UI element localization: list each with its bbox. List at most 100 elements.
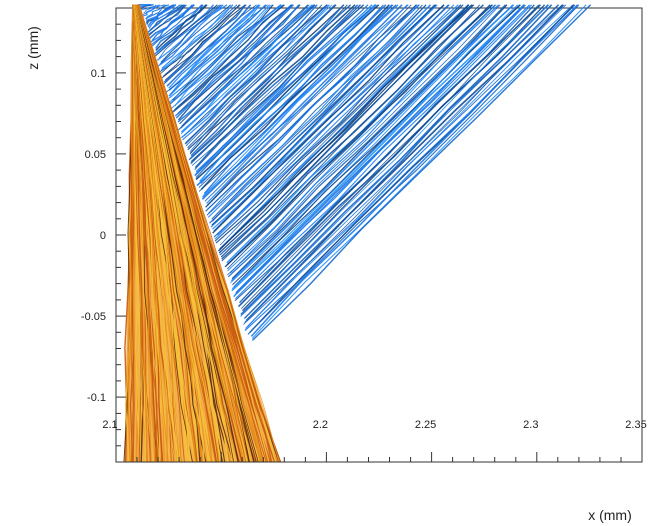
- blue-trajectory-line: [250, 4, 579, 337]
- blue-trajectory-line: [179, 4, 309, 125]
- blue-trajectory-line: [226, 4, 494, 266]
- blue-trajectory-line: [245, 4, 574, 329]
- blue-trajectory-line: [206, 4, 408, 204]
- blue-trajectory-line: [230, 4, 515, 282]
- blue-trajectory-line: [159, 4, 240, 75]
- blue-trajectory-line: [159, 4, 232, 65]
- blue-trajectory-line: [251, 4, 592, 341]
- blue-trajectory-line: [203, 4, 393, 194]
- blue-trajectory-line: [174, 4, 285, 111]
- blue-trajectory-line: [211, 4, 432, 222]
- blue-trajectory-line: [158, 4, 220, 59]
- y-tick-label: -0.05: [81, 311, 106, 323]
- y-tick-label: 0.1: [91, 68, 106, 80]
- blue-trajectory-line: [235, 4, 526, 294]
- blue-trajectory-line: [163, 4, 246, 83]
- blue-trajectory-line: [247, 4, 580, 335]
- blue-trajectory-line: [220, 4, 475, 258]
- blue-trajectory-line: [174, 4, 282, 107]
- blue-trajectory-line: [211, 4, 437, 226]
- blue-trajectory-line: [251, 4, 587, 339]
- blue-trajectory-line: [240, 4, 541, 306]
- blue-trajectory-line: [139, 4, 159, 12]
- blue-trajectory-line: [229, 4, 500, 274]
- blue-trajectory-line: [151, 4, 203, 45]
- blue-trajectory-line: [143, 4, 157, 14]
- blue-trajectory-line: [221, 4, 481, 262]
- blue-trajectory-line: [243, 4, 550, 313]
- blue-trajectory-line: [230, 4, 514, 284]
- blue-trajectory-line: [214, 4, 462, 242]
- blue-trajectory-line: [227, 4, 497, 272]
- blue-trajectory-line: [166, 4, 252, 87]
- blue-trajectory-line: [199, 4, 377, 182]
- blue-trajectory-line: [212, 4, 445, 234]
- blue-trajectory-line: [187, 4, 337, 151]
- blue-trajectory-line: [244, 4, 567, 323]
- x-tick-label: 2.2: [313, 419, 328, 431]
- blue-trajectory-line: [249, 4, 575, 333]
- orange-trajectory-line: [138, 4, 280, 463]
- blue-trajectory-line: [200, 4, 390, 191]
- blue-trajectory-line: [171, 4, 284, 109]
- y-axis-title: z (mm): [25, 26, 41, 70]
- blue-trajectory-line: [140, 4, 152, 10]
- blue-trajectory-line: [155, 4, 203, 49]
- blue-trajectory-line: [161, 4, 247, 79]
- y-tick-label: 0.05: [85, 149, 106, 161]
- blue-trajectory-line: [184, 4, 328, 145]
- blue-trajectory-line: [170, 4, 261, 95]
- orange-trajectory-line: [134, 4, 191, 463]
- y-tick-label: -0.1: [87, 392, 106, 404]
- y-tick-label: 0: [100, 230, 106, 242]
- blue-trajectory-line: [191, 4, 362, 166]
- blue-trajectory-line: [161, 4, 234, 69]
- blue-trajectory-line: [214, 4, 459, 240]
- x-tick-label: 2.35: [625, 419, 646, 431]
- blue-trajectory-line: [206, 4, 423, 216]
- x-axis: 2.1 2.2 2.25 2.3 2.35: [102, 419, 647, 463]
- blue-trajectory-line: [160, 4, 234, 71]
- blue-trajectory-line: [240, 4, 542, 309]
- blue-trajectory-line: [147, 4, 177, 28]
- blue-trajectory-line: [213, 4, 450, 238]
- blue-trajectory-line: [182, 4, 330, 141]
- blue-trajectory-line: [218, 4, 473, 254]
- blue-trajectory-line: [185, 4, 328, 147]
- blue-trajectory-line: [201, 4, 403, 200]
- blue-trajectory-line: [168, 4, 267, 97]
- blue-trajectory-line: [189, 4, 345, 155]
- blue-trajectory-line: [172, 4, 293, 113]
- blue-trajectory-line: [219, 4, 462, 246]
- blue-trajectory-line: [243, 4, 560, 320]
- blue-trajectory-line: [160, 4, 222, 63]
- blue-trajectory-line: [177, 4, 301, 121]
- blue-trajectory-line: [195, 4, 376, 178]
- blue-trajectory-line: [169, 4, 282, 105]
- orange-trajectory-line: [134, 4, 183, 463]
- blue-trajectory-line: [207, 4, 427, 218]
- blue-trajectory-line: [149, 4, 195, 44]
- blue-trajectory-line: [165, 4, 268, 93]
- blue-trajectory-line: [154, 4, 218, 57]
- blue-trajectory-line: [148, 4, 181, 29]
- blue-trajectory-line: [147, 4, 185, 34]
- blue-trajectory-line: [180, 4, 316, 129]
- blue-trajectory-line: [247, 4, 576, 327]
- blue-trajectory-line: [231, 4, 525, 292]
- orange-trajectory-line: [135, 4, 196, 463]
- blue-trajectory-line: [227, 4, 506, 278]
- blue-trajectory-line: [221, 4, 469, 248]
- blue-trajectory-line: [231, 4, 519, 290]
- blue-trajectory-line: [245, 4, 564, 322]
- blue-trajectory-line: [168, 4, 271, 99]
- blue-trajectory-line: [156, 4, 207, 53]
- x-axis-title: x (mm): [588, 507, 632, 523]
- blue-trajectory-line: [233, 4, 521, 288]
- blue-trajectory-line: [227, 4, 501, 276]
- y-axis: 0.1 0.05 0 -0.05 -0.1: [81, 7, 126, 463]
- blue-trajectory-line: [226, 4, 496, 270]
- blue-trajectory-line: [217, 4, 470, 252]
- blue-trajectory-line: [180, 4, 318, 139]
- blue-trajectory-line: [162, 4, 241, 77]
